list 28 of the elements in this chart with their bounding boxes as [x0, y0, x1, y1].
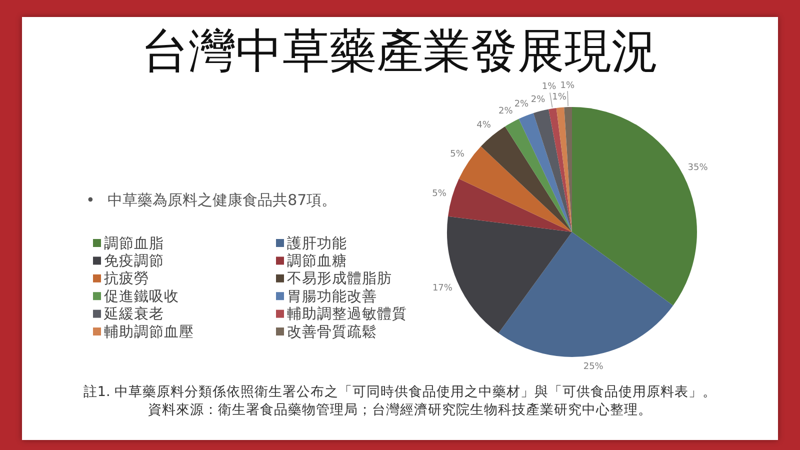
legend-label: 調節血脂 — [104, 234, 164, 252]
data-label: 2% — [498, 106, 514, 117]
data-label: 1% — [542, 82, 557, 92]
legend-label: 護肝功能 — [287, 234, 347, 252]
legend-label: 抗疲勞 — [104, 270, 149, 288]
data-label: 1% — [552, 92, 567, 102]
legend-label: 胃腸功能改善 — [287, 288, 377, 305]
data-label: 2% — [514, 100, 530, 110]
data-label: 17% — [432, 283, 453, 294]
legend-label: 改善骨質疏鬆 — [287, 323, 377, 340]
data-label: 5% — [450, 149, 465, 160]
text: • 中草藥為原料之健康食品共87項。 — [86, 190, 337, 210]
legend-label: 輔助調整過敏體質 — [287, 306, 407, 323]
legend-label: 促進鐵吸收 — [104, 288, 179, 305]
legend-label: 不易形成體脂肪 — [287, 270, 392, 288]
source-note: 資料來源：衛生署食品藥物管理局；台灣經濟研究院生物科技產業研究中心整理。 — [147, 401, 653, 419]
data-label: 2% — [530, 95, 546, 106]
data-label: 5% — [432, 188, 447, 199]
legend-label: 免疫調節 — [104, 252, 164, 270]
chart-title: 台灣中草藥產業發展現況 — [140, 24, 660, 79]
data-label: 35% — [688, 163, 708, 174]
legend-label: 延緩衰老 — [103, 306, 164, 323]
data-label: 4% — [476, 120, 492, 131]
data-label: 1% — [560, 81, 575, 92]
data-label: 25% — [583, 362, 604, 372]
text: 註1. 中草藥原料分類係依照衛生署公布之「可同時供食品使用之中藥材」與「可供食品使用原料表」。 — [82, 383, 718, 401]
legend-label: 輔助調節血壓 — [104, 323, 194, 340]
legend-label: 調節血糖 — [287, 252, 347, 270]
